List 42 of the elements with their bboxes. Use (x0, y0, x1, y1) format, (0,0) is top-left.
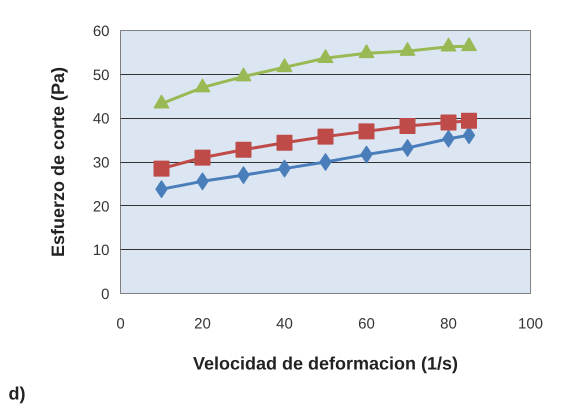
point (276, 134, 292, 151)
x-tick-label: 80 (440, 316, 457, 332)
y-tick-label: 10 (92, 242, 110, 260)
point (319, 153, 332, 171)
point (461, 37, 477, 52)
point (400, 42, 416, 56)
point (196, 172, 209, 190)
point (461, 112, 477, 129)
point (318, 48, 334, 63)
y-tick-label: 50 (92, 66, 110, 84)
point (155, 180, 168, 198)
point (276, 58, 292, 72)
x-tick-label: 40 (276, 316, 293, 332)
point (194, 150, 210, 166)
y-tick-label: 30 (92, 154, 110, 172)
y-tick-label: 60 (92, 23, 110, 40)
text: d) (8, 384, 26, 404)
point (400, 118, 416, 134)
y-axis-title: Esfuerzo de corte (Pa) (48, 66, 68, 258)
point (360, 146, 373, 164)
point (440, 114, 456, 131)
point (236, 67, 252, 82)
point (236, 142, 252, 158)
y-tick-label: 0 (101, 286, 110, 303)
x-tick-label: 0 (116, 316, 125, 332)
point (237, 166, 250, 184)
x-tick-label: 60 (358, 316, 375, 332)
x-tick-label: 20 (194, 316, 211, 332)
x-tick-label: 100 (518, 316, 544, 332)
point (318, 128, 334, 145)
point (278, 160, 291, 178)
point (194, 78, 210, 92)
x-axis-title: Velocidad de deformacion (1/s) (192, 354, 458, 374)
point (154, 160, 170, 177)
point (358, 44, 374, 58)
point (440, 38, 456, 52)
point (442, 130, 455, 148)
y-tick-label: 40 (92, 110, 110, 128)
y-tick-label: 20 (92, 198, 110, 216)
point (358, 123, 374, 140)
point (154, 94, 170, 109)
point (401, 138, 414, 157)
